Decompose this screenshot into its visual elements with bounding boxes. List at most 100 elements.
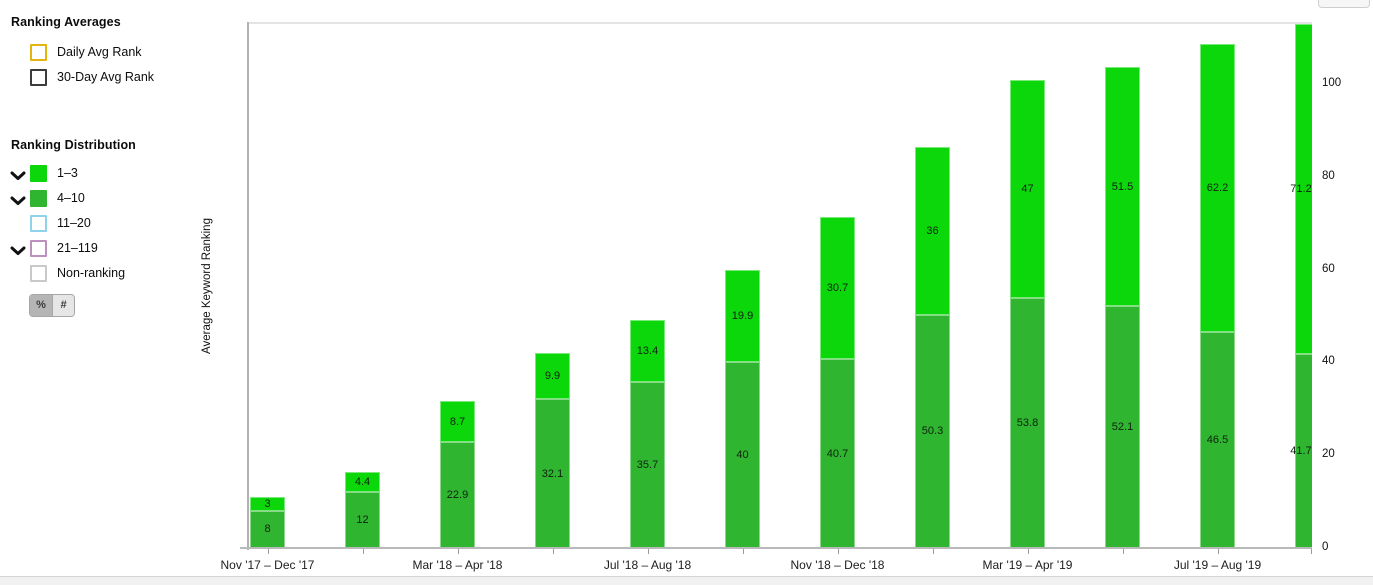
chevron-down-icon[interactable] xyxy=(10,193,26,205)
bar-segment-1-3[interactable] xyxy=(1105,67,1140,307)
bar-value-label: 8 xyxy=(264,523,271,536)
chart-legend-sidebar: Ranking Averages Daily Avg Rank 30-Day A… xyxy=(0,0,240,585)
x-axis-tick xyxy=(932,549,934,554)
x-axis-tick xyxy=(1027,549,1029,554)
x-axis-tick xyxy=(742,549,744,554)
bar-segment-4-10[interactable] xyxy=(1010,298,1045,548)
bar-segment-1-3[interactable] xyxy=(1295,24,1312,355)
daily-avg-rank-label: Daily Avg Rank xyxy=(57,45,142,59)
bar-segment-1-3[interactable] xyxy=(1200,43,1235,333)
y-axis-tick-label: 40 xyxy=(1322,355,1335,368)
bar-segment-1-3[interactable] xyxy=(915,147,950,315)
bar-value-label: 9.9 xyxy=(544,370,561,383)
unit-toggle: % # xyxy=(29,294,75,317)
legend-label-1-3: 1–3 xyxy=(57,166,78,180)
bar-segment-1-3[interactable] xyxy=(630,320,665,383)
bar-value-label: 35.7 xyxy=(636,459,659,472)
x-axis-tick xyxy=(1311,549,1312,554)
legend-label-11-20: 11–20 xyxy=(57,216,91,230)
x-axis-label: Mar '18 – Apr '18 xyxy=(412,558,503,572)
bar-segment-4-10[interactable] xyxy=(1105,306,1140,548)
bar-segment-1-3[interactable] xyxy=(1010,80,1045,299)
bar-value-label: 32.1 xyxy=(541,467,564,480)
y-axis-tick-label: 100 xyxy=(1322,76,1342,89)
x-axis-tick xyxy=(552,549,554,554)
y-axis-tick-label: 80 xyxy=(1322,169,1335,182)
x-axis-tick xyxy=(1122,549,1124,554)
bar-segment-1-3[interactable] xyxy=(250,496,285,511)
bar-value-label: 51.5 xyxy=(1111,180,1134,193)
legend-swatch-non-ranking[interactable] xyxy=(30,264,47,282)
bar-value-label: 3 xyxy=(264,497,271,510)
bar-value-label: 13.4 xyxy=(636,345,659,358)
bar-value-label: 46.5 xyxy=(1206,434,1229,447)
x-axis-label: Jul '19 – Aug '19 xyxy=(1173,558,1262,572)
x-axis-tick xyxy=(1217,549,1219,554)
bar-segment-4-10[interactable] xyxy=(1200,332,1235,548)
legend-swatch-row xyxy=(30,189,47,207)
top-right-partial-control[interactable] xyxy=(1318,0,1370,8)
bar-segment-4-10[interactable] xyxy=(630,382,665,548)
legend-row-daily-avg-rank xyxy=(30,43,47,61)
bar-segment-1-3[interactable] xyxy=(725,270,760,363)
y-axis-tick-label: 60 xyxy=(1322,262,1335,275)
percent-toggle-button[interactable]: % xyxy=(30,295,52,316)
chevron-down-icon[interactable] xyxy=(10,168,26,180)
legend-swatch-1-3[interactable] xyxy=(30,164,47,182)
legend-swatch-row xyxy=(30,239,47,257)
bar-value-label: 41.7 xyxy=(1290,445,1312,458)
ranking-distribution-title: Ranking Distribution xyxy=(11,138,136,152)
x-axis-label: Jul '18 – Aug '18 xyxy=(603,558,692,572)
bar-segment-1-3[interactable] xyxy=(820,216,855,360)
daily-avg-rank-label-row: Daily Avg Rank xyxy=(57,44,142,60)
legend-label-4-10: 4–10 xyxy=(57,191,85,205)
y-axis-tick-label: 20 xyxy=(1322,448,1335,461)
bar-value-label: 8.7 xyxy=(449,415,466,428)
legend-label-21-119: 21–119 xyxy=(57,241,98,255)
bar-segment-4-10[interactable] xyxy=(915,314,950,548)
legend-swatch-row xyxy=(30,264,47,282)
bar-value-label: 30.7 xyxy=(826,281,849,294)
bar-value-label: 40.7 xyxy=(826,447,849,460)
x-axis-tick xyxy=(362,549,364,554)
legend-label-non-ranking: Non-ranking xyxy=(57,266,126,280)
legend-row-30day-avg-rank xyxy=(30,68,47,86)
bar-segment-4-10[interactable] xyxy=(535,399,570,548)
bar-segment-1-3[interactable] xyxy=(345,471,380,493)
bar-value-label: 19.9 xyxy=(731,310,754,323)
bar-value-label: 71.2 xyxy=(1290,183,1312,196)
x-axis-tick xyxy=(647,549,649,554)
x-axis-tick xyxy=(457,549,459,554)
thirty-day-avg-rank-checkbox[interactable] xyxy=(30,68,47,86)
bar-segment-1-3[interactable] xyxy=(535,353,570,400)
daily-avg-rank-checkbox[interactable] xyxy=(30,43,47,61)
bar-value-label: 22.9 xyxy=(446,488,469,501)
bar-segment-1-3[interactable] xyxy=(440,401,475,442)
bar-value-label: 47 xyxy=(1021,183,1034,196)
x-axis-tick xyxy=(837,549,839,554)
bar-value-label: 50.3 xyxy=(921,425,944,438)
y-axis-title: Average Keyword Ranking xyxy=(201,218,213,354)
x-axis-label: Nov '18 – Dec '18 xyxy=(790,558,885,572)
bar-segment-4-10[interactable] xyxy=(250,510,285,548)
count-toggle-button[interactable]: # xyxy=(52,295,74,316)
legend-swatch-row xyxy=(30,164,47,182)
legend-swatch-row xyxy=(30,214,47,232)
legend-swatch-11-20[interactable] xyxy=(30,214,47,232)
thirty-day-avg-rank-label: 30-Day Avg Rank xyxy=(57,70,155,84)
thirty-day-avg-rank-label-row: 30-Day Avg Rank xyxy=(57,69,154,85)
ranking-averages-title: Ranking Averages xyxy=(11,15,121,29)
chevron-down-icon[interactable] xyxy=(10,243,26,255)
legend-swatch-21-119[interactable] xyxy=(30,239,47,257)
bar-value-label: 40 xyxy=(736,449,749,462)
bar-segment-4-10[interactable] xyxy=(725,362,760,548)
bar-value-label: 53.8 xyxy=(1016,417,1039,430)
bar-segment-4-10[interactable] xyxy=(820,359,855,548)
horizontal-scrollbar[interactable] xyxy=(0,576,1373,585)
bar-value-label: 62.2 xyxy=(1206,181,1229,194)
x-axis-tick xyxy=(267,549,269,554)
bar-value-label: 12 xyxy=(356,514,369,527)
plot-area: 8 3 12 4.4 22.9 8.7 32.1 9.9 35.7 13.4 40 19.9 40.7 3… xyxy=(249,24,1312,548)
legend-swatch-4-10[interactable] xyxy=(30,189,47,207)
